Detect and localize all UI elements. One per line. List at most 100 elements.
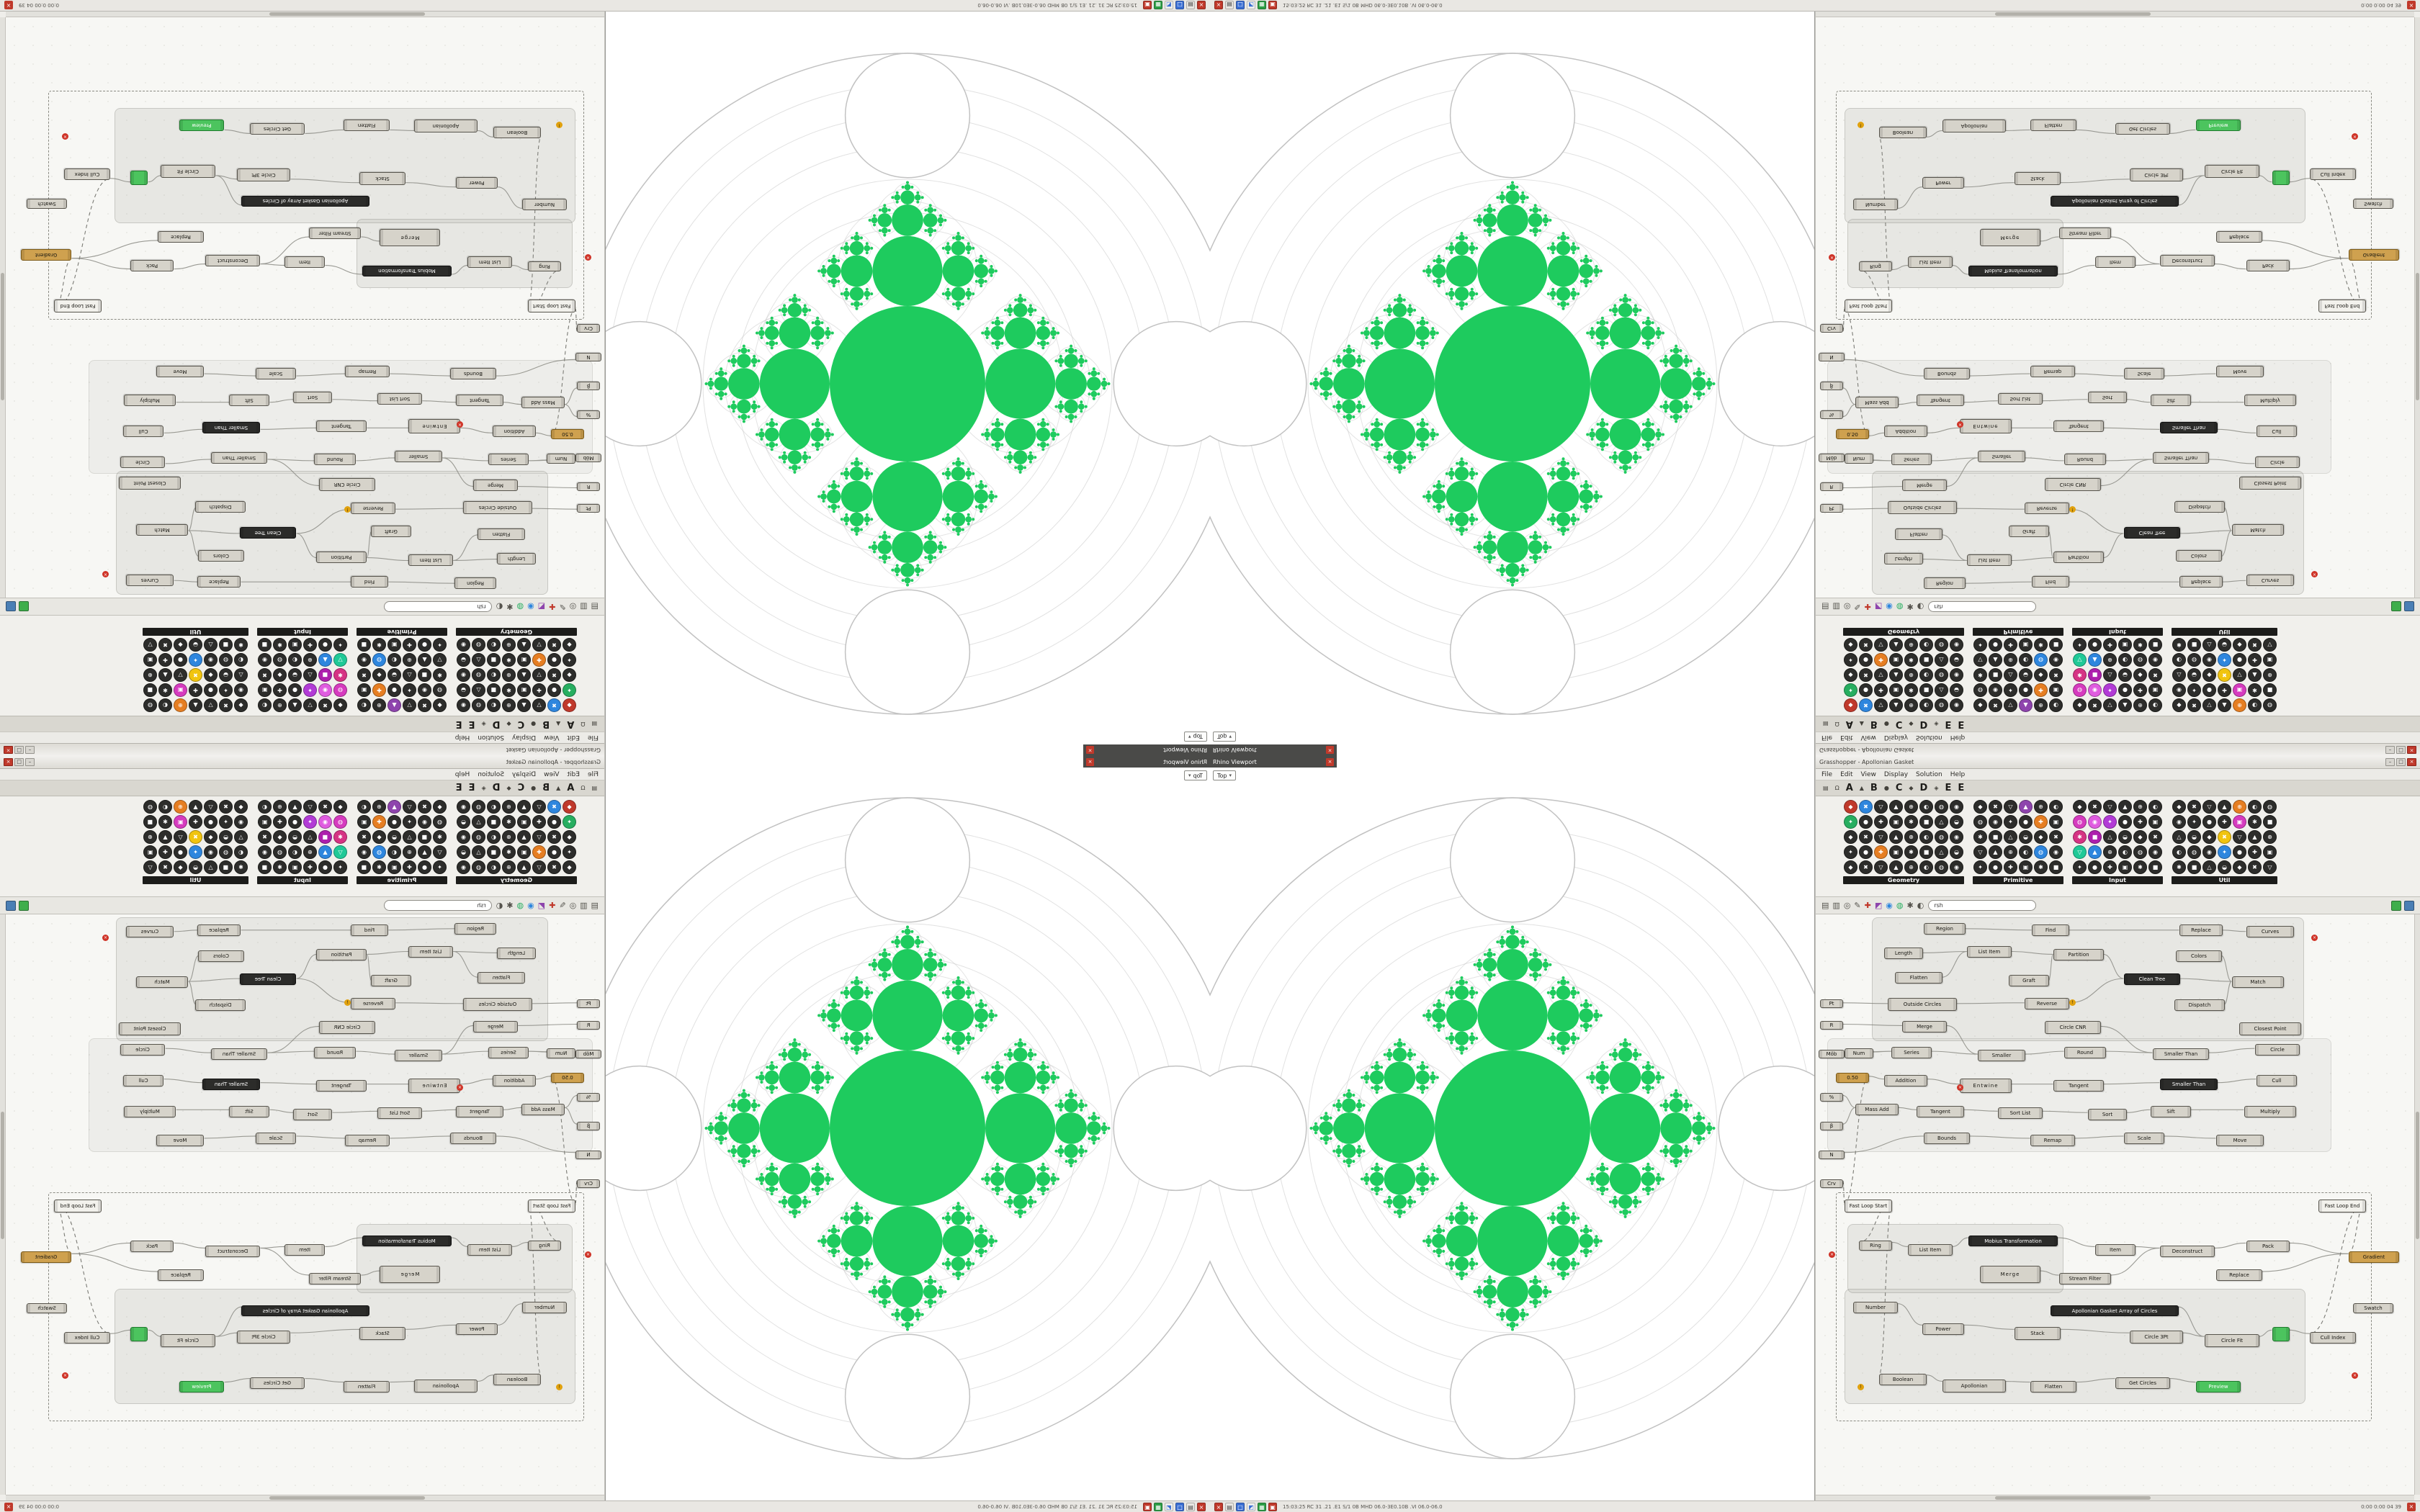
menu-item-display[interactable]: Display (511, 734, 537, 742)
component-icon[interactable]: ▽ (532, 830, 546, 844)
maximize-button[interactable]: □ (2396, 758, 2406, 766)
node-canvas[interactable]: Region Find Replace Curves Length List Item Pa… (1816, 17, 2414, 598)
gh-node[interactable]: Colors (2176, 550, 2222, 562)
component-icon[interactable]: ◍ (333, 815, 347, 829)
component-icon[interactable]: ◉ (2172, 815, 2186, 829)
component-icon[interactable]: ✖ (547, 860, 561, 874)
gh-node[interactable]: Merge (1980, 1266, 2040, 1283)
gh-node[interactable]: % (577, 1093, 600, 1102)
component-icon[interactable]: ◆ (2073, 698, 2087, 712)
component-icon[interactable]: ✱ (333, 830, 347, 844)
component-icon[interactable]: ▲ (1989, 653, 2002, 667)
component-icon[interactable]: ▣ (143, 653, 157, 667)
gh-node[interactable]: Smaller Than (211, 1048, 267, 1060)
component-icon[interactable]: ✱ (2034, 860, 2048, 874)
component-icon[interactable]: ✦ (1844, 845, 1857, 859)
component-icon[interactable]: ⊕ (2263, 668, 2277, 682)
component-icon[interactable]: ✦ (303, 683, 317, 697)
component-icon[interactable]: ■ (219, 638, 233, 652)
component-icon[interactable]: ■ (487, 683, 501, 697)
gh-node[interactable]: Round (314, 454, 356, 465)
component-icon[interactable]: ◉ (2202, 845, 2216, 859)
component-icon[interactable]: ✖ (1859, 668, 1873, 682)
taskbar-app-blue[interactable]: □ (1236, 1502, 1245, 1511)
component-icon[interactable]: ◉ (2049, 845, 2063, 859)
component-icon[interactable]: ◍ (143, 800, 157, 814)
component-icon[interactable]: ▣ (1889, 815, 1903, 829)
component-icon[interactable]: ▲ (158, 830, 172, 844)
component-icon[interactable]: ◆ (234, 800, 248, 814)
menu-item-edit[interactable]: Edit (1840, 734, 1853, 742)
gh-node[interactable]: Length (497, 553, 536, 564)
component-icon[interactable]: ◍ (1935, 830, 1948, 844)
component-icon[interactable]: ◍ (2263, 800, 2277, 814)
component-icon[interactable]: ✱ (2248, 815, 2262, 829)
minimize-button[interactable]: – (25, 758, 35, 766)
component-icon[interactable]: △ (234, 830, 248, 844)
gh-node[interactable]: Power (456, 177, 498, 189)
gh-node[interactable]: Remap (345, 366, 390, 377)
gh-node[interactable] (130, 171, 148, 185)
rhino-viewport[interactable]: Rhino Viewport × Top ▾ (1210, 756, 1815, 1500)
component-icon[interactable]: ◍ (433, 815, 447, 829)
component-icon[interactable]: ▽ (1874, 860, 1888, 874)
pin-icon[interactable]: ✚ (1864, 900, 1871, 910)
preview-wire-button[interactable] (2404, 601, 2414, 612)
component-icon[interactable]: ▲ (517, 860, 531, 874)
gh-node[interactable]: Gradient (2349, 1251, 2399, 1263)
gh-node[interactable]: Get Circles (250, 123, 305, 135)
gh-node[interactable]: Boolean (1879, 1374, 1927, 1385)
maximize-button[interactable]: □ (14, 758, 24, 766)
gh-node[interactable]: Tangent (2053, 1080, 2104, 1092)
ribbon-tab[interactable]: C (517, 719, 525, 729)
component-icon[interactable]: ✱ (2073, 668, 2087, 682)
wrench-icon[interactable]: ✱ (1906, 602, 1914, 612)
gh-node[interactable]: 0.50 (1836, 1073, 1869, 1083)
gh-node[interactable]: Gradient (2349, 249, 2399, 261)
component-icon[interactable]: ⊕ (1904, 800, 1918, 814)
component-icon[interactable]: ✦ (2073, 860, 2087, 874)
gh-node[interactable]: Fast Loop End (2318, 300, 2366, 312)
component-icon[interactable]: ✦ (219, 683, 233, 697)
gh-node[interactable]: List Item (408, 554, 453, 566)
component-icon[interactable]: ◉ (318, 815, 332, 829)
component-icon[interactable]: ✱ (1904, 683, 1918, 697)
gh-node[interactable]: Circle 3Pt (2130, 1331, 2183, 1344)
component-icon[interactable]: ✖ (258, 668, 272, 682)
component-icon[interactable]: ◉ (418, 815, 431, 829)
component-icon[interactable]: ▽ (1973, 653, 1987, 667)
component-icon[interactable]: △ (1935, 815, 1948, 829)
component-icon[interactable]: ■ (2088, 668, 2102, 682)
preview-wire-button[interactable] (2404, 900, 2414, 911)
close-button[interactable]: × (2407, 746, 2416, 754)
gh-node[interactable]: Partition (2053, 949, 2104, 960)
component-icon[interactable]: △ (472, 683, 485, 697)
ribbon-tab[interactable]: ◆ (1909, 785, 1914, 791)
component-icon[interactable]: ▲ (2218, 698, 2231, 712)
component-icon[interactable]: ◐ (1919, 638, 1933, 652)
taskbar-app-files[interactable]: ▤ (1225, 1502, 1234, 1511)
gh-node[interactable]: Remap (2030, 366, 2075, 377)
gh-node[interactable]: List Item (1908, 1244, 1953, 1256)
component-icon[interactable]: ⊕ (174, 800, 187, 814)
component-icon[interactable]: ■ (258, 860, 272, 874)
component-icon[interactable]: ◐ (158, 698, 172, 712)
pen-icon[interactable]: ✎ (559, 602, 566, 612)
menu-item-view[interactable]: View (1860, 770, 1876, 778)
component-icon[interactable]: ◐ (487, 638, 501, 652)
grasshopper-titlebar[interactable]: Grasshopper - Apollonian Gasket – □ × (0, 743, 604, 756)
component-icon[interactable]: ▣ (2049, 683, 2063, 697)
component-icon[interactable]: ▣ (2019, 638, 2033, 652)
zoom-icon[interactable]: ◎ (1843, 900, 1851, 910)
gh-node[interactable]: Merge (1902, 1021, 1947, 1032)
component-icon[interactable]: ◐ (1919, 800, 1933, 814)
gh-node[interactable]: Match (136, 976, 188, 988)
component-icon[interactable]: ✦ (2004, 683, 2017, 697)
component-icon[interactable]: ▽ (2103, 698, 2117, 712)
component-icon[interactable]: ▲ (517, 698, 531, 712)
component-icon[interactable]: ◐ (2148, 698, 2162, 712)
component-icon[interactable]: ▣ (357, 815, 371, 829)
menu-item-solution[interactable]: Solution (1916, 734, 1942, 742)
gh-node[interactable]: N (575, 353, 601, 361)
component-icon[interactable]: ◆ (333, 698, 347, 712)
